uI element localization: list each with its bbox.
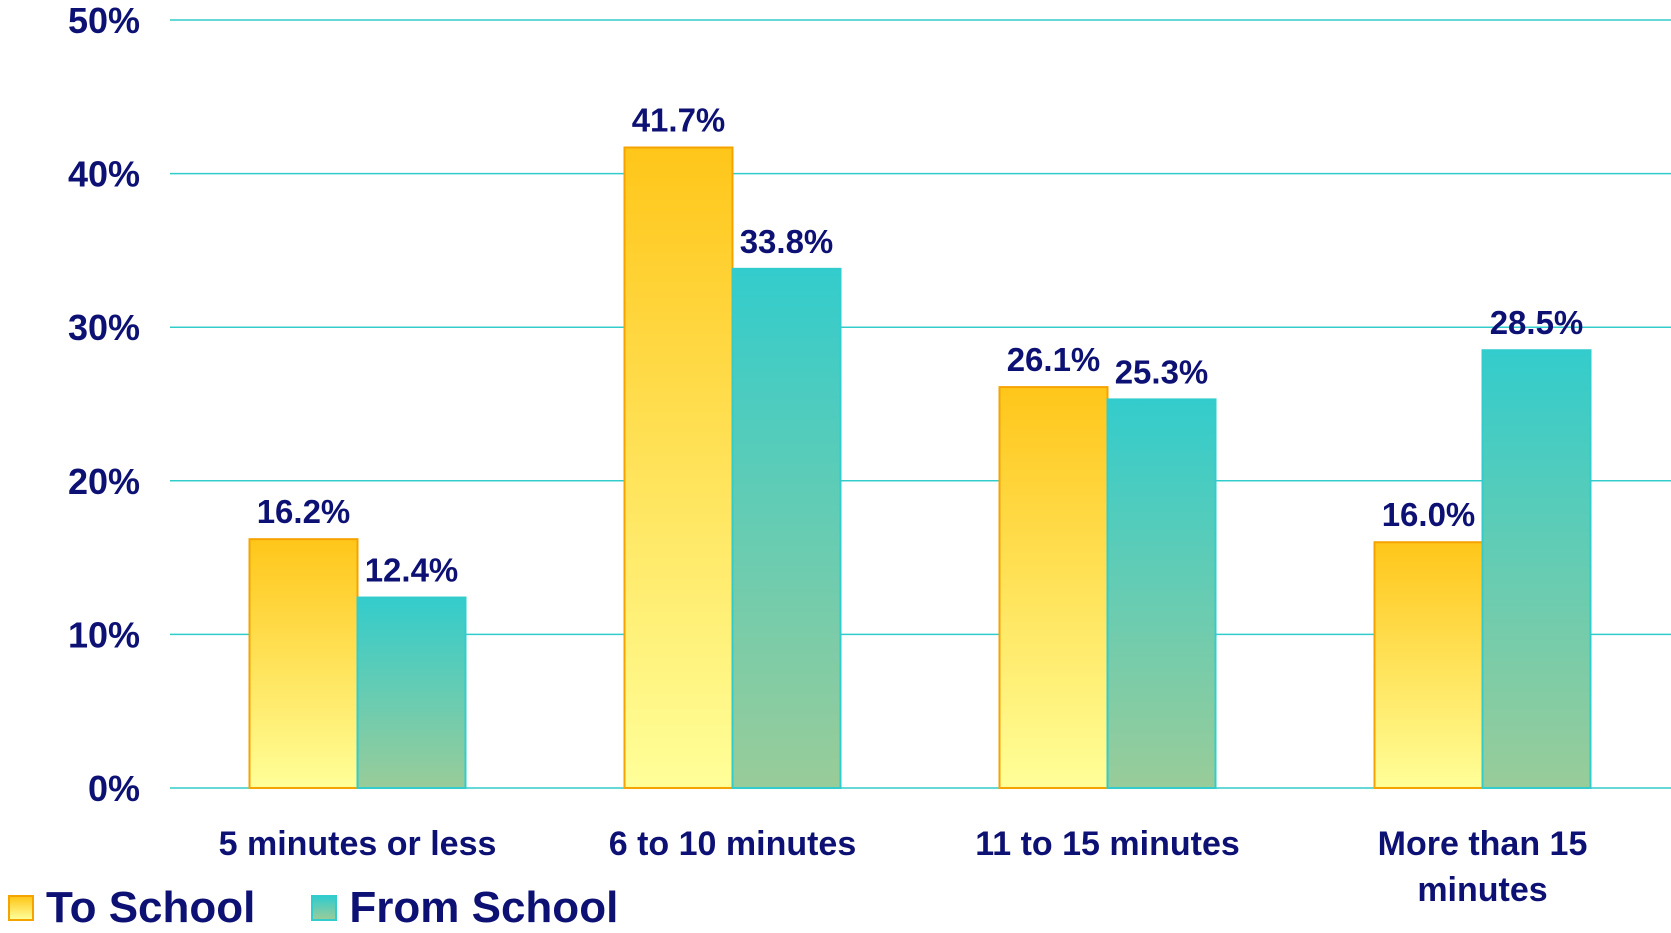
- x-category-label-line: 6 to 10 minutes: [609, 825, 857, 863]
- x-category-label-line: More than 15: [1378, 825, 1588, 863]
- legend-swatch-to-school: [8, 895, 34, 921]
- legend: To School From School: [8, 883, 674, 932]
- y-tick-label: 0%: [88, 768, 140, 809]
- x-category-label-6-to-10-minutes: 6 to 10 minutes: [609, 825, 857, 863]
- data-label-from-school-5-minutes-or-less: 12.4%: [365, 552, 459, 589]
- legend-item-from-school: From School: [311, 883, 618, 933]
- y-tick-label: 40%: [68, 154, 140, 195]
- x-category-label-5-minutes-or-less: 5 minutes or less: [219, 825, 497, 863]
- bar-to-school-6-to-10-minutes: [623, 146, 734, 790]
- legend-item-to-school: To School: [8, 883, 255, 933]
- y-tick-label: 30%: [68, 307, 140, 348]
- data-label-to-school-11-to-15-minutes: 26.1%: [1007, 341, 1101, 378]
- data-label-from-school-6-to-10-minutes: 33.8%: [740, 223, 834, 260]
- bar-from-school-5-minutes-or-less: [356, 596, 467, 790]
- bar-to-school-11-to-15-minutes: [998, 386, 1109, 789]
- bar-to-school-more-than-15-minutes: [1373, 541, 1484, 789]
- bars: [248, 146, 1592, 790]
- data-label-to-school-6-to-10-minutes: 41.7%: [632, 101, 726, 138]
- x-category-label-line: 11 to 15 minutes: [975, 825, 1240, 863]
- y-axis-tick-labels: 0% 10% 20% 30% 40% 50%: [68, 0, 140, 809]
- x-category-label-more-than-15-minutes: More than 15 minutes: [1378, 825, 1588, 909]
- data-label-from-school-11-to-15-minutes: 25.3%: [1115, 353, 1209, 390]
- data-label-to-school-more-than-15-minutes: 16.0%: [1382, 496, 1476, 533]
- legend-label-from-school: From School: [349, 883, 619, 932]
- legend-swatch-from-school: [311, 895, 338, 921]
- x-category-label-11-to-15-minutes: 11 to 15 minutes: [975, 825, 1240, 863]
- data-label-to-school-5-minutes-or-less: 16.2%: [257, 493, 351, 530]
- data-labels: 16.2% 12.4% 41.7% 33.8% 26.1% 25.3% 16.0% 28.5%: [257, 101, 1584, 588]
- bar-to-school-5-minutes-or-less: [248, 538, 359, 790]
- bar-from-school-more-than-15-minutes: [1481, 349, 1592, 789]
- x-category-label-line: minutes: [1417, 871, 1547, 909]
- bar-from-school-6-to-10-minutes: [731, 267, 842, 790]
- legend-label-to-school: To School: [46, 883, 256, 932]
- bar-from-school-11-to-15-minutes: [1106, 398, 1217, 789]
- y-tick-label: 50%: [68, 0, 140, 41]
- y-tick-label: 20%: [68, 461, 140, 502]
- y-tick-label: 10%: [68, 614, 140, 655]
- data-label-from-school-more-than-15-minutes: 28.5%: [1490, 304, 1584, 341]
- x-category-label-line: 5 minutes or less: [219, 825, 497, 863]
- x-axis-category-labels: 5 minutes or less 6 to 10 minutes 11 to 15…: [219, 825, 1588, 909]
